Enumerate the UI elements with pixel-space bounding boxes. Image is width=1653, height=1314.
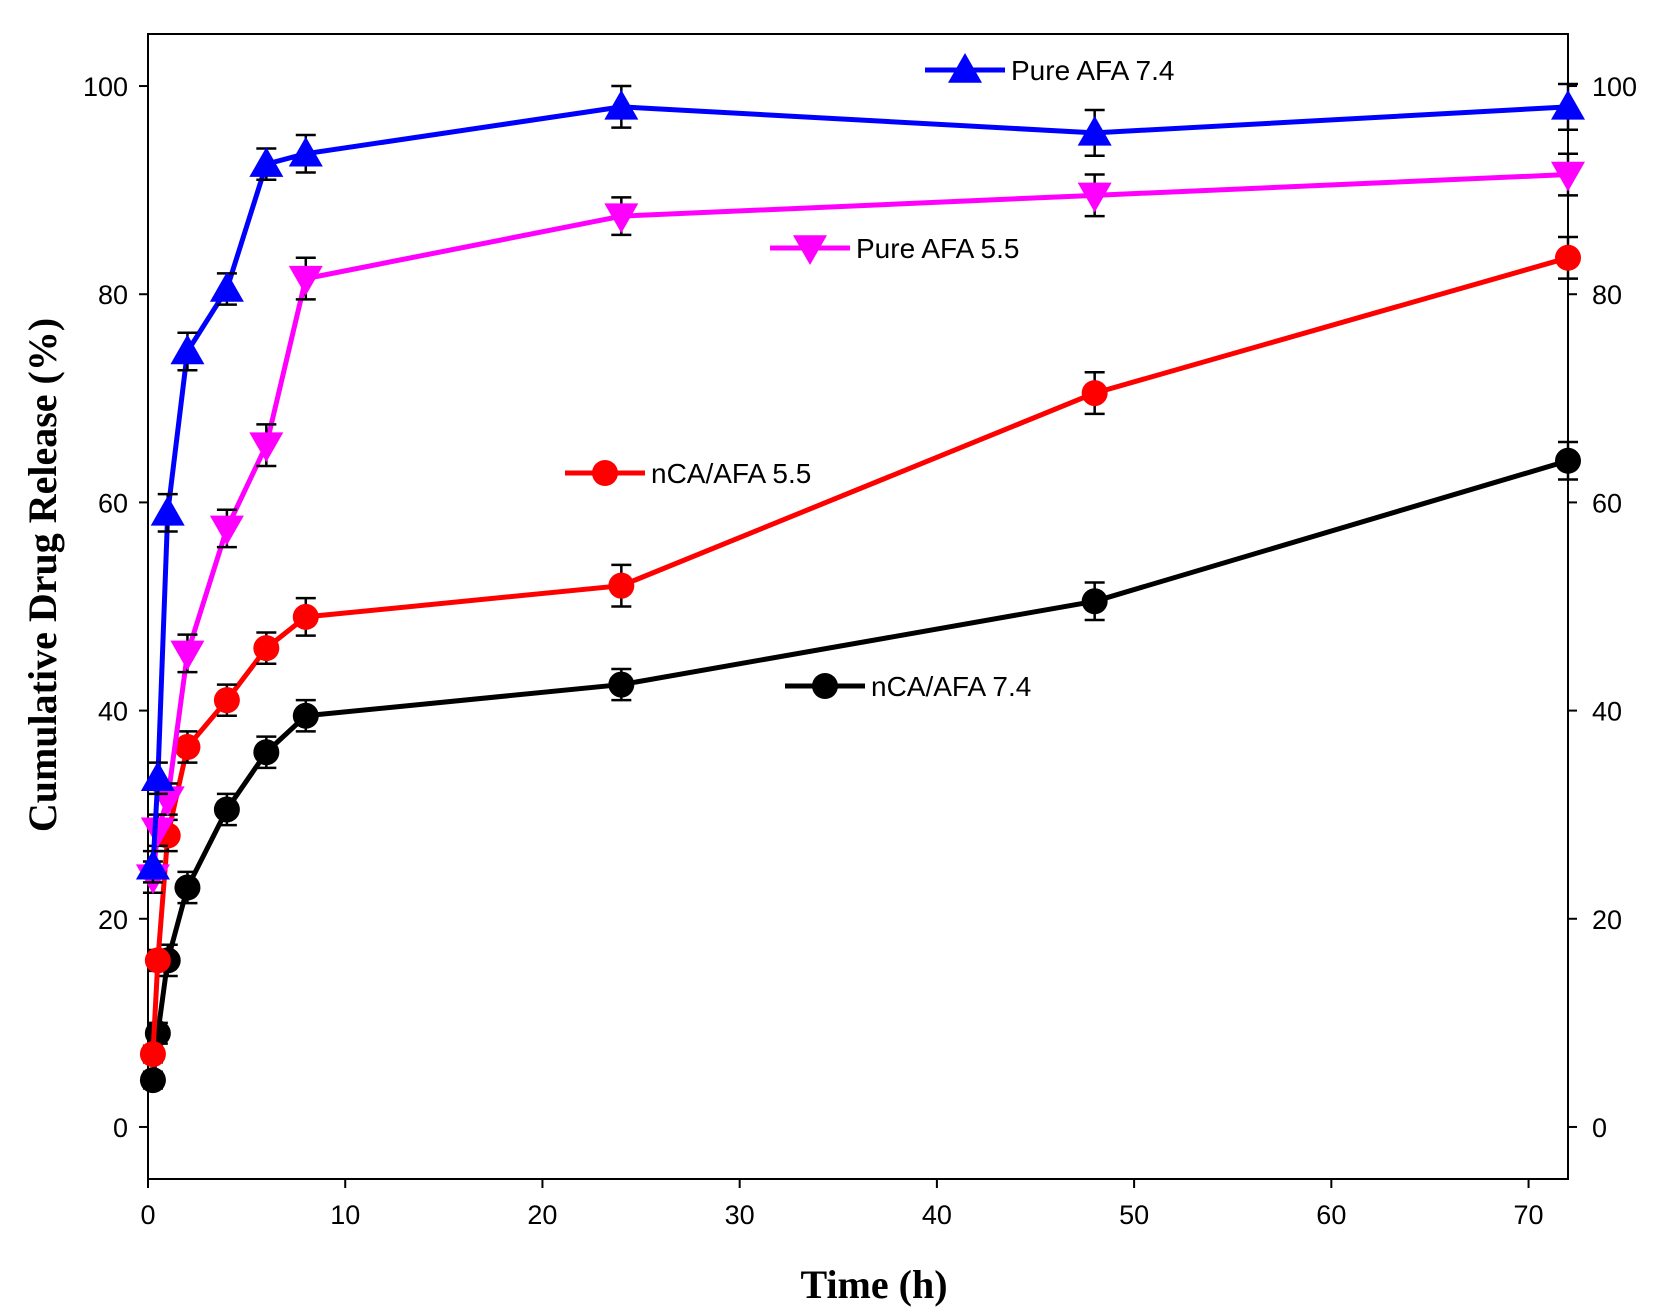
data-point (288, 136, 323, 167)
y-tick-label-left: 40 (98, 697, 128, 727)
plot-frame (147, 33, 1569, 1180)
legend-marker (592, 460, 618, 486)
data-point (1555, 244, 1581, 271)
legend-marker (948, 53, 982, 83)
data-point (140, 817, 175, 848)
series-line (150, 458, 1569, 1081)
data-point (1077, 182, 1112, 213)
legend-item-pure-afa-7-4: Pure AFA 7.4 (925, 53, 1174, 86)
data-point (213, 796, 240, 823)
axis-ticks: 0 10 20 30 40 50 60 70 0 0 20 20 40 40 60 60 80 80 100 100 (83, 72, 1637, 1230)
data-point (1081, 380, 1108, 407)
data-point (170, 640, 205, 671)
x-tick-label: 40 (922, 1200, 952, 1230)
x-tick-label: 20 (527, 1200, 557, 1230)
series-nca-afa-5-5 (139, 235, 1581, 1068)
y-tick-label-left: 20 (98, 905, 128, 935)
data-point (292, 702, 319, 729)
x-axis-title: Time (h) (800, 1262, 947, 1307)
y-tick-label-right: 60 (1592, 488, 1622, 518)
x-tick-label: 60 (1316, 1200, 1346, 1230)
data-point (249, 432, 284, 463)
data-point (608, 572, 635, 599)
data-point (604, 89, 639, 120)
legend-item-pure-afa-5-5: Pure AFA 5.5 (770, 233, 1019, 265)
data-point (144, 947, 171, 974)
y-tick-label-left: 60 (98, 488, 128, 518)
data-point (150, 495, 185, 526)
data-point (135, 849, 170, 880)
x-tick-label: 30 (725, 1200, 755, 1230)
x-tick-label: 10 (330, 1200, 360, 1230)
y-tick-label-left: 0 (113, 1113, 128, 1143)
legend-item-nca-afa-7-4: nCA/AFA 7.4 (785, 671, 1031, 702)
series-pure-afa-7-4 (135, 82, 1585, 884)
x-tick-label: 50 (1119, 1200, 1149, 1230)
legend-label: nCA/AFA 7.4 (871, 671, 1031, 702)
y-tick-label-right: 100 (1592, 72, 1637, 102)
series-nca-afa-7-4 (139, 440, 1581, 1094)
x-tick-label: 0 (140, 1200, 155, 1230)
data-point (174, 874, 201, 901)
series-pure-afa-5-5 (135, 152, 1585, 895)
data-series (135, 82, 1585, 1094)
data-point (1081, 588, 1108, 615)
y-tick-label-left: 100 (83, 72, 128, 102)
y-tick-label-right: 80 (1592, 280, 1622, 310)
legend-marker (793, 235, 827, 265)
legend: Pure AFA 7.4 Pure AFA 5.5 nCA/AFA 5.5 nCA/A… (565, 53, 1174, 702)
data-point (253, 635, 280, 662)
data-point (140, 761, 175, 791)
data-point (209, 272, 244, 302)
y-tick-label-right: 0 (1592, 1113, 1607, 1143)
y-tick-label-right: 20 (1592, 905, 1622, 935)
data-point (288, 265, 323, 296)
x-tick-label: 70 (1514, 1200, 1544, 1230)
data-point (170, 334, 205, 365)
data-point (1551, 161, 1585, 192)
y-axis-title: Cumulative Drug Release (%) (20, 318, 65, 832)
series-line (150, 255, 1569, 1055)
data-point (608, 671, 635, 698)
data-point (209, 515, 244, 546)
data-point (253, 739, 280, 766)
data-point (139, 1041, 166, 1068)
legend-label: Pure AFA 7.4 (1011, 55, 1174, 86)
legend-marker (812, 673, 838, 699)
y-tick-label-left: 80 (98, 280, 128, 310)
data-point (249, 147, 284, 177)
data-point (1555, 447, 1581, 474)
data-point (174, 734, 201, 761)
legend-label: Pure AFA 5.5 (856, 233, 1019, 264)
data-point (292, 603, 319, 630)
data-point (1551, 89, 1585, 120)
data-point (213, 687, 240, 714)
data-point (1077, 115, 1112, 146)
data-point (604, 203, 639, 234)
legend-label: nCA/AFA 5.5 (651, 458, 811, 489)
y-tick-label-right: 40 (1592, 697, 1622, 727)
series-line (150, 104, 1569, 867)
legend-item-nca-afa-5-5: nCA/AFA 5.5 (565, 458, 811, 489)
data-point (139, 1067, 166, 1094)
